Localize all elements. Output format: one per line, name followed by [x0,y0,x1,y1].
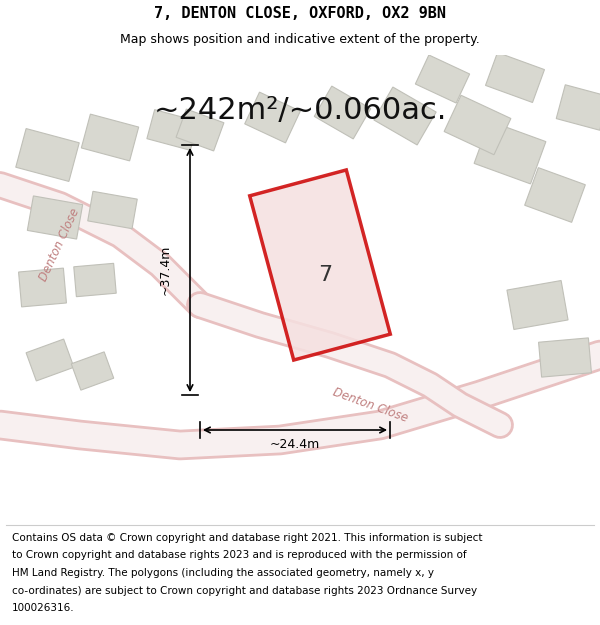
Polygon shape [82,114,139,161]
Polygon shape [415,55,470,103]
Text: ~37.4m: ~37.4m [158,245,172,295]
Polygon shape [556,85,600,130]
Polygon shape [88,191,137,229]
Text: ~242m²/~0.060ac.: ~242m²/~0.060ac. [154,96,446,124]
Polygon shape [485,52,544,102]
Text: to Crown copyright and database rights 2023 and is reproduced with the permissio: to Crown copyright and database rights 2… [12,551,467,561]
Polygon shape [16,129,79,181]
Polygon shape [250,170,390,360]
Polygon shape [245,92,300,143]
Polygon shape [524,168,586,222]
Polygon shape [176,109,224,151]
Text: Denton Close: Denton Close [37,206,83,284]
Polygon shape [28,196,83,239]
Text: ~24.4m: ~24.4m [270,438,320,451]
Polygon shape [19,268,67,307]
Polygon shape [74,263,116,297]
Text: 7, DENTON CLOSE, OXFORD, OX2 9BN: 7, DENTON CLOSE, OXFORD, OX2 9BN [154,6,446,21]
Text: Contains OS data © Crown copyright and database right 2021. This information is : Contains OS data © Crown copyright and d… [12,533,482,543]
Text: co-ordinates) are subject to Crown copyright and database rights 2023 Ordnance S: co-ordinates) are subject to Crown copyr… [12,586,477,596]
Text: 7: 7 [318,265,332,285]
Polygon shape [507,281,568,329]
Text: Map shows position and indicative extent of the property.: Map shows position and indicative extent… [120,33,480,46]
Polygon shape [26,339,74,381]
Text: 100026316.: 100026316. [12,603,74,613]
Polygon shape [474,121,546,184]
Polygon shape [539,338,592,377]
Polygon shape [147,110,198,150]
Text: HM Land Registry. The polygons (including the associated geometry, namely x, y: HM Land Registry. The polygons (includin… [12,568,434,578]
Polygon shape [71,352,114,390]
Polygon shape [314,86,371,139]
Text: Denton Close: Denton Close [331,386,409,424]
Polygon shape [374,87,436,145]
Polygon shape [444,95,511,155]
